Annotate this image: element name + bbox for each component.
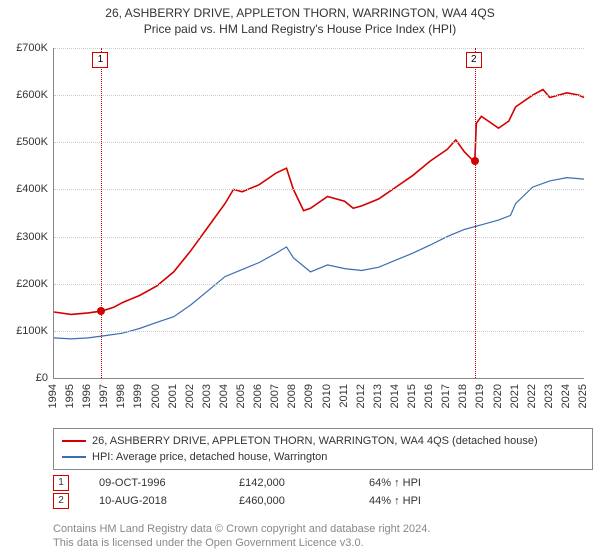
legend-box: 26, ASHBERRY DRIVE, APPLETON THORN, WARR… [53, 428, 593, 470]
x-tick-label: 1998 [115, 384, 127, 408]
chart-title-address: 26, ASHBERRY DRIVE, APPLETON THORN, WARR… [10, 6, 590, 20]
x-tick-label: 2009 [303, 384, 315, 408]
y-tick-label: £700K [0, 42, 48, 54]
x-tick-label: 2010 [321, 384, 333, 408]
chart-plot-area [53, 48, 584, 379]
reference-line [101, 48, 102, 378]
x-tick-label: 2012 [355, 384, 367, 408]
x-tick-label: 2011 [338, 384, 350, 408]
x-tick-label: 2001 [167, 384, 179, 408]
sales-row-index: 2 [53, 493, 69, 509]
x-tick-label: 2022 [526, 384, 538, 408]
x-axis-ticks: 1994199519961997199819992000200120022003… [53, 382, 583, 422]
x-tick-label: 2021 [509, 384, 521, 408]
y-tick-label: £200K [0, 278, 48, 290]
gridline-h [54, 142, 584, 143]
sales-row-price: £142,000 [239, 474, 339, 492]
sales-row-index: 1 [53, 475, 69, 491]
sales-row-date: 09-OCT-1996 [99, 474, 209, 492]
legend-swatch [62, 440, 86, 442]
reference-marker-box: 1 [92, 52, 108, 68]
sales-table: 1 09-OCT-1996 £142,000 64% ↑ HPI 2 10-AUG-201… [53, 474, 421, 510]
chart-lines-svg [54, 48, 584, 378]
gridline-h [54, 189, 584, 190]
y-tick-label: £600K [0, 89, 48, 101]
footer-line1: Contains HM Land Registry data © Crown c… [53, 522, 430, 536]
gridline-h [54, 331, 584, 332]
y-tick-label: £100K [0, 325, 48, 337]
chart-title-subtitle: Price paid vs. HM Land Registry's House … [10, 22, 590, 36]
x-tick-label: 2005 [235, 384, 247, 408]
x-tick-label: 1996 [81, 384, 93, 408]
sales-row: 2 10-AUG-2018 £460,000 44% ↑ HPI [53, 492, 421, 510]
y-tick-label: £0 [0, 372, 48, 384]
x-tick-label: 1997 [98, 384, 110, 408]
sale-marker [471, 157, 479, 165]
x-tick-label: 2023 [543, 384, 555, 408]
x-tick-label: 1995 [64, 384, 76, 408]
sales-row-price: £460,000 [239, 492, 339, 510]
gridline-h [54, 95, 584, 96]
x-tick-label: 2018 [457, 384, 469, 408]
legend-label: 26, ASHBERRY DRIVE, APPLETON THORN, WARR… [92, 433, 538, 449]
x-tick-label: 2008 [286, 384, 298, 408]
sales-row: 1 09-OCT-1996 £142,000 64% ↑ HPI [53, 474, 421, 492]
x-tick-label: 2015 [406, 384, 418, 408]
y-tick-label: £500K [0, 136, 48, 148]
x-tick-label: 2004 [218, 384, 230, 408]
gridline-h [54, 284, 584, 285]
x-tick-label: 2003 [201, 384, 213, 408]
x-tick-label: 2024 [560, 384, 572, 408]
footer-attribution: Contains HM Land Registry data © Crown c… [53, 522, 430, 550]
sales-row-date: 10-AUG-2018 [99, 492, 209, 510]
legend-label: HPI: Average price, detached house, Warr… [92, 449, 327, 465]
x-tick-label: 1994 [47, 384, 59, 408]
x-tick-label: 2019 [474, 384, 486, 408]
x-tick-label: 2025 [577, 384, 589, 408]
sales-row-delta: 44% ↑ HPI [369, 492, 421, 510]
sales-row-delta: 64% ↑ HPI [369, 474, 421, 492]
series-price-paid [54, 90, 584, 315]
gridline-h [54, 48, 584, 49]
x-tick-label: 2016 [423, 384, 435, 408]
x-tick-label: 2006 [252, 384, 264, 408]
x-tick-label: 1999 [132, 384, 144, 408]
legend-swatch [62, 456, 86, 458]
x-tick-label: 2002 [184, 384, 196, 408]
x-tick-label: 2017 [440, 384, 452, 408]
sale-marker [97, 307, 105, 315]
x-tick-label: 2020 [492, 384, 504, 408]
x-tick-label: 2013 [372, 384, 384, 408]
x-tick-label: 2007 [269, 384, 281, 408]
gridline-h [54, 237, 584, 238]
x-tick-label: 2000 [150, 384, 162, 408]
y-tick-label: £300K [0, 231, 48, 243]
y-tick-label: £400K [0, 183, 48, 195]
x-tick-label: 2014 [389, 384, 401, 408]
legend-row: HPI: Average price, detached house, Warr… [62, 449, 584, 465]
reference-line [475, 48, 476, 378]
footer-line2: This data is licensed under the Open Gov… [53, 536, 430, 550]
legend-row: 26, ASHBERRY DRIVE, APPLETON THORN, WARR… [62, 433, 584, 449]
reference-marker-box: 2 [466, 52, 482, 68]
